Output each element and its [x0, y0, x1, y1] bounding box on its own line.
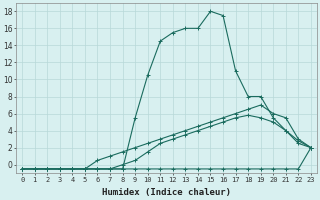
- X-axis label: Humidex (Indice chaleur): Humidex (Indice chaleur): [102, 188, 231, 197]
